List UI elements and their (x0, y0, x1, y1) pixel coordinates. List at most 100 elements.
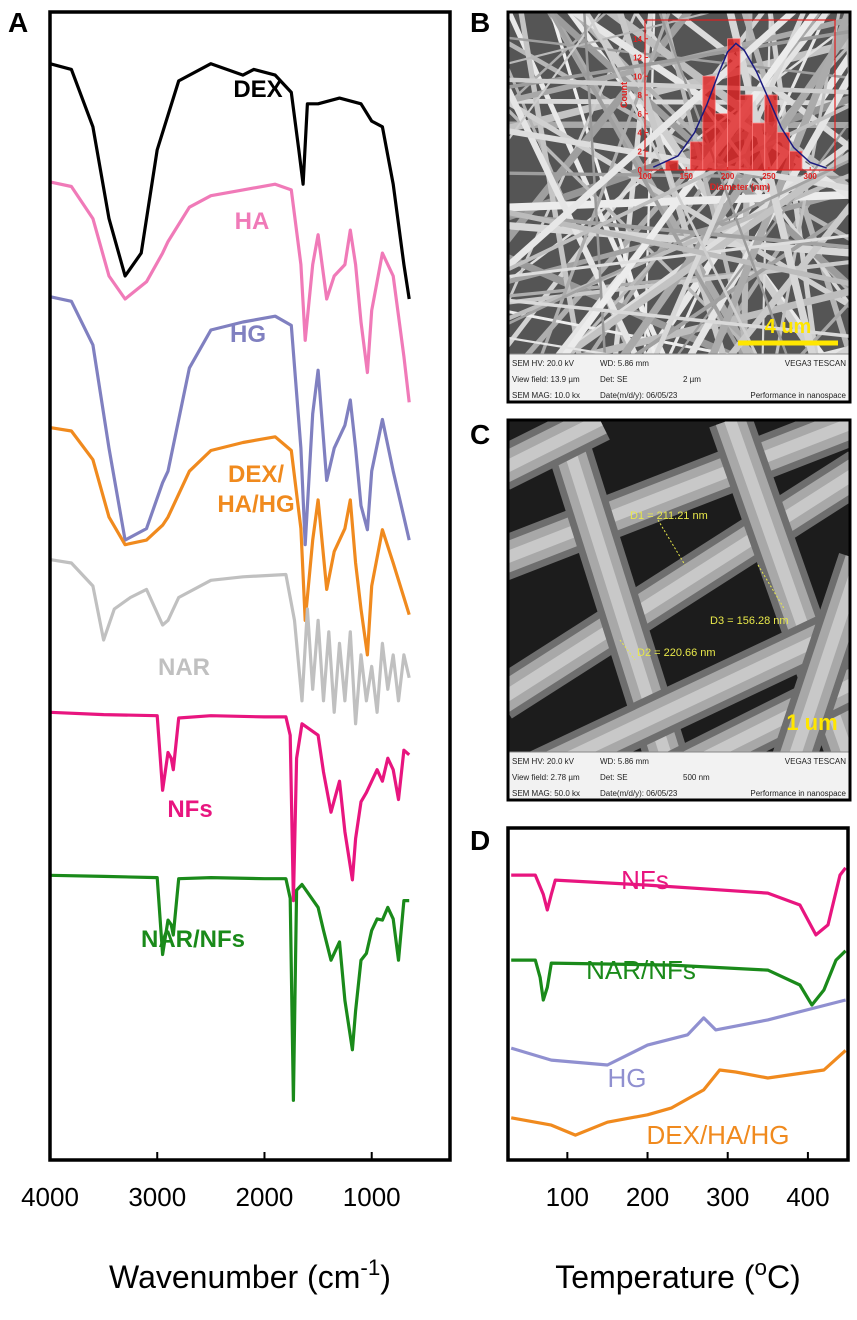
fiber (508, 287, 850, 379)
spectrum-line (49, 62, 411, 300)
histogram-bar (690, 141, 704, 171)
histogram-bar (665, 160, 679, 171)
y-tick-label: 8 (638, 91, 643, 100)
fiber (508, 12, 603, 142)
x-tick-label: 2000 (236, 1182, 294, 1212)
spectrum-line (49, 180, 411, 403)
x-tick-label: 300 (706, 1182, 749, 1212)
panel-label: B (470, 7, 490, 38)
info-text: View field: 2.78 µm (512, 773, 580, 782)
fiber (508, 420, 850, 564)
info-text: WD: 5.86 mm (600, 359, 649, 368)
x-axis-title-text: Temperature ( (555, 1259, 755, 1295)
x-tick-label: 400 (786, 1182, 829, 1212)
x-axis-title-close: C) (767, 1259, 801, 1295)
measure-line (757, 564, 786, 611)
fiber (669, 12, 850, 152)
fiber (661, 12, 763, 402)
measure-line (619, 639, 636, 661)
fiber (508, 98, 850, 106)
fiber (508, 12, 798, 271)
info-text: VEGA3 TESCAN (785, 757, 846, 766)
y-tick-label: 2 (638, 147, 643, 156)
info-bar (507, 353, 851, 403)
info-text: VEGA3 TESCAN (785, 359, 846, 368)
series-label: NAR (158, 654, 210, 681)
measurement-label: D3 = 156.28 nm (710, 615, 789, 627)
info-text: Performance in nanospace (750, 391, 846, 400)
series-label: NAR/NFs (586, 955, 696, 985)
x-axis-title: Temperature (oC) (555, 1255, 800, 1295)
fiber (508, 209, 850, 287)
fiber (508, 12, 609, 106)
info-text: SEM MAG: 10.0 kx (512, 391, 580, 400)
x-tick-label: 100 (638, 172, 652, 181)
histogram-bar (702, 75, 716, 171)
y-axis-title: Count (619, 82, 629, 108)
series-label: HG (608, 1063, 647, 1093)
fiber (586, 22, 850, 402)
info-bar (507, 751, 851, 801)
fiber (508, 77, 850, 95)
measure-line (657, 519, 686, 566)
spectrum-line (510, 1049, 847, 1137)
info-text: Date(m/d/y): 06/05/23 (600, 391, 678, 400)
x-axis-title-sup: -1 (360, 1255, 380, 1280)
image-frame (506, 418, 852, 802)
info-text: 500 nm (683, 773, 710, 782)
y-tick-label: 6 (638, 110, 643, 119)
y-tick-label: 14 (633, 35, 642, 44)
image-frame (506, 10, 852, 404)
measurement-label: D2 = 220.66 nm (637, 647, 716, 659)
series-label: NAR/NFs (140, 926, 245, 953)
fiber (508, 64, 652, 402)
x-tick-label: 100 (546, 1182, 589, 1212)
fiber (508, 128, 850, 192)
x-tick-label: 200 (626, 1182, 669, 1212)
fiber (508, 298, 850, 338)
fiber (508, 158, 850, 326)
info-text: Det: SE (600, 375, 628, 384)
info-text: WD: 5.86 mm (600, 757, 649, 766)
fit-curve (652, 42, 827, 169)
fiber (522, 12, 671, 402)
plot-frame (48, 10, 452, 1162)
fiber (844, 12, 850, 109)
series-label: DEX/ HA/HG (217, 461, 295, 518)
x-tick-label: 1000 (343, 1182, 401, 1212)
series-label: HG (230, 321, 266, 348)
fiber (633, 12, 807, 402)
x-tick-label: 200 (721, 172, 735, 181)
fiber (508, 81, 662, 402)
series-label: NFs (167, 796, 213, 823)
spectrum-line (49, 710, 411, 903)
y-tick-label: 10 (633, 72, 642, 81)
fiber (508, 213, 850, 250)
fiber (508, 36, 850, 80)
histogram-bar (714, 113, 729, 171)
fiber (562, 208, 850, 402)
info-text: Performance in nanospace (750, 789, 846, 798)
series-label: DEX/HA/HG (646, 1120, 789, 1150)
fiber (508, 420, 603, 473)
x-axis-title: Wavenumber (cm-1) (109, 1255, 391, 1295)
measurement-label: D1 = 211.21 nm (630, 510, 708, 522)
info-text: Date(m/d/y): 06/05/23 (600, 789, 678, 798)
y-tick-label: 4 (638, 129, 643, 138)
x-axis-title: Diameter (nm) (710, 182, 771, 192)
info-text: Det: SE (600, 773, 628, 782)
x-tick-label: 150 (680, 172, 694, 181)
x-tick-label: 300 (804, 172, 818, 181)
fiber (508, 99, 850, 309)
spectrum-line (511, 866, 847, 937)
histogram-bar (727, 38, 741, 171)
x-tick-label: 3000 (128, 1182, 186, 1212)
fiber (741, 12, 850, 366)
panel-label: D (470, 825, 490, 856)
x-axis-title-sup: o (754, 1255, 766, 1280)
fiber (726, 12, 828, 402)
series-label: NFs (621, 865, 669, 895)
panel-label: A (8, 7, 28, 38)
